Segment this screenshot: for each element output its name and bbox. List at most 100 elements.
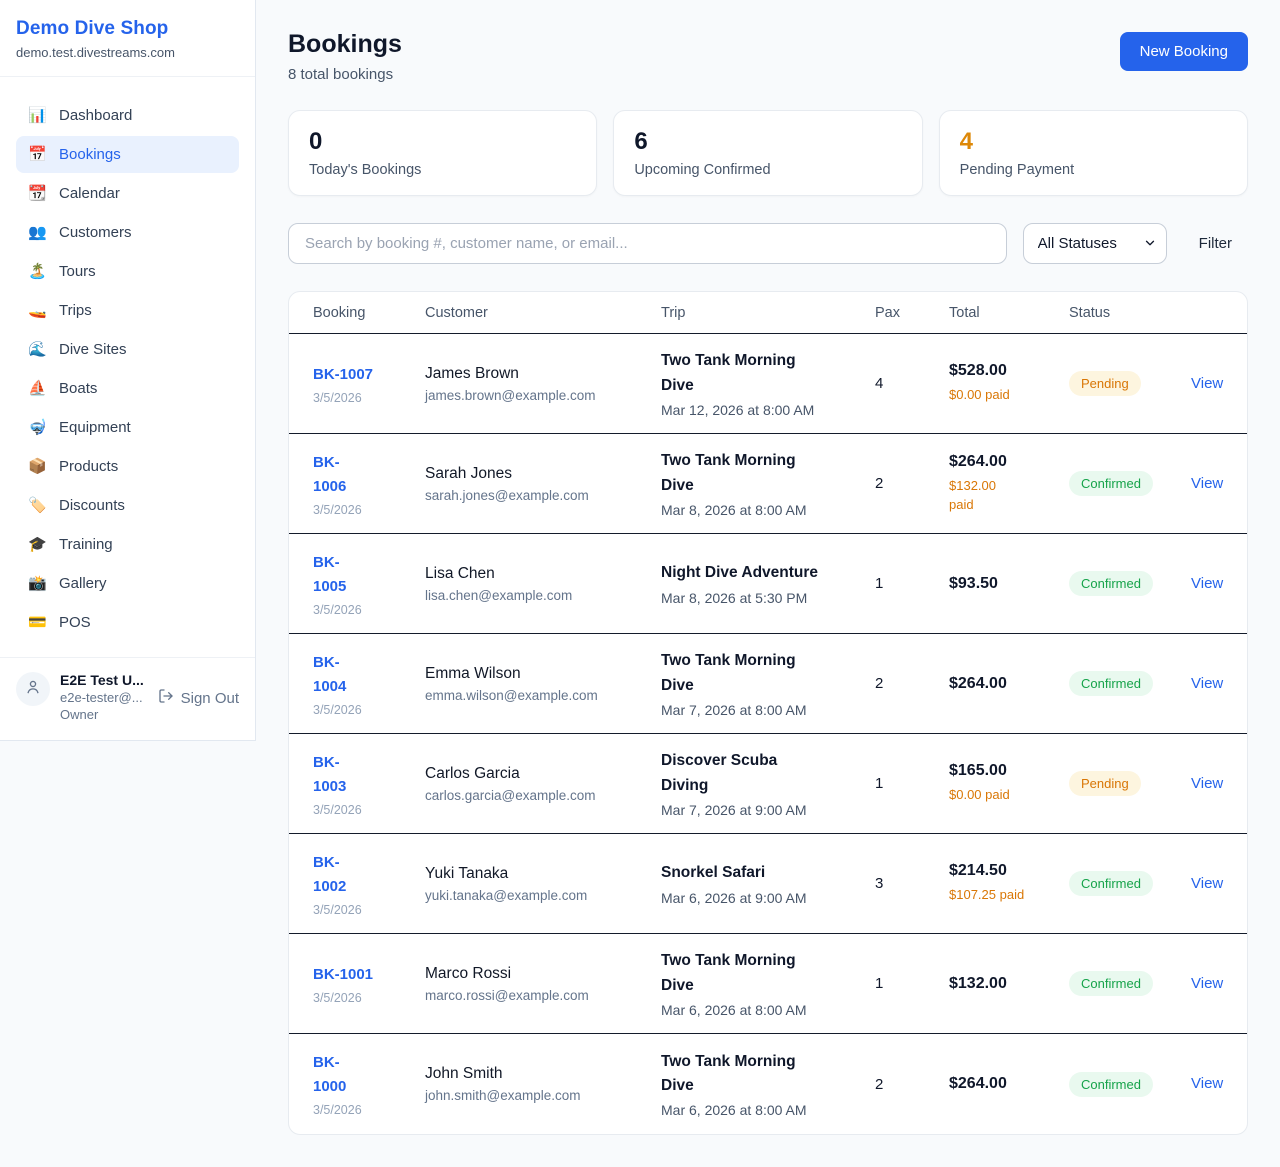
status-badge: Confirmed [1069, 871, 1153, 896]
stat-card: 6 Upcoming Confirmed [613, 110, 923, 196]
sidebar-item-trips[interactable]: 🚤 Trips [16, 292, 239, 329]
table-row: BK-1006 3/5/2026 Sarah Jones sarah.jones… [289, 434, 1247, 534]
pax-count: 1 [875, 775, 884, 792]
trip-name: Two Tank Morning Dive [661, 352, 796, 394]
graduation-cap-icon: 🎓 [28, 535, 47, 553]
status-filter-select[interactable]: All Statuses [1022, 223, 1167, 264]
trip-datetime: Mar 6, 2026 at 8:00 AM [661, 1001, 807, 1018]
customer-name: Marco Rossi [425, 964, 512, 982]
sidebar-item-dive-sites[interactable]: 🌊 Dive Sites [16, 331, 239, 368]
total-cell: $264.00 [949, 1075, 1069, 1093]
view-link[interactable]: View [1191, 874, 1224, 892]
booking-date: 3/5/2026 [313, 990, 362, 1005]
status-cell: Confirmed [1069, 571, 1191, 596]
total-cell: $93.50 [949, 575, 1069, 593]
actions-cell: View [1191, 1075, 1223, 1093]
stat-card: 0 Today's Bookings [288, 110, 598, 196]
sidebar-item-label: Customers [59, 224, 132, 241]
booking-id-link[interactable]: BK-1002 [313, 853, 347, 895]
stat-label: Pending Payment [959, 162, 1075, 178]
page-title-block: Bookings 8 total bookings [288, 30, 402, 83]
page-header: Bookings 8 total bookings New Booking [288, 30, 1248, 83]
booking-cell: BK-1002 3/5/2026 [313, 851, 425, 917]
table-header-row: Booking Customer Trip Pax Total Status [289, 292, 1247, 334]
booking-date: 3/5/2026 [313, 502, 362, 517]
search-input[interactable] [288, 223, 1007, 264]
trip-cell: Two Tank Morning Dive Mar 7, 2026 at 8:0… [661, 649, 875, 717]
pax-count: 1 [875, 975, 884, 992]
sidebar-item-label: Training [59, 536, 113, 553]
pax-count: 2 [875, 1075, 884, 1093]
view-link[interactable]: View [1191, 574, 1224, 592]
customer-email: yuki.tanaka@example.com [425, 887, 588, 903]
trip-datetime: Mar 6, 2026 at 9:00 AM [661, 889, 807, 906]
total-amount: $214.50 [949, 862, 1007, 880]
booking-id-link[interactable]: BK-1007 [313, 365, 374, 383]
trip-name: Two Tank Morning Dive [661, 452, 796, 494]
actions-cell: View [1191, 875, 1223, 893]
user-email: e2e-tester@... [60, 690, 143, 705]
people-icon: 👥 [28, 223, 47, 241]
booking-id-link[interactable]: BK-1004 [313, 653, 347, 695]
actions-cell: View [1191, 375, 1223, 393]
status-cell: Confirmed [1069, 971, 1191, 996]
sidebar-item-equipment[interactable]: 🤿 Equipment [16, 409, 239, 446]
view-link[interactable]: View [1191, 774, 1224, 792]
new-booking-button[interactable]: New Booking [1119, 32, 1248, 71]
speedboat-icon: 🚤 [28, 301, 47, 319]
table-row: BK-1003 3/5/2026 Carlos Garcia carlos.ga… [289, 734, 1247, 834]
sidebar-item-customers[interactable]: 👥 Customers [16, 214, 239, 251]
sidebar-item-gallery[interactable]: 📸 Gallery [16, 565, 239, 602]
total-amount: $132.00 [949, 974, 1007, 992]
filter-button[interactable]: Filter [1183, 235, 1248, 252]
sidebar-item-tours[interactable]: 🏝️ Tours [16, 253, 239, 290]
sign-out-label: Sign Out [180, 689, 239, 707]
view-link[interactable]: View [1191, 374, 1224, 392]
booking-id-link[interactable]: BK-1003 [313, 753, 347, 795]
sidebar-item-training[interactable]: 🎓 Training [16, 526, 239, 563]
sidebar-item-products[interactable]: 📦 Products [16, 448, 239, 485]
customer-email: marco.rossi@example.com [425, 987, 589, 1003]
table-body: BK-1007 3/5/2026 James Brown james.brown… [289, 334, 1247, 1134]
trip-name: Two Tank Morning Dive [661, 652, 796, 694]
booking-cell: BK-1005 3/5/2026 [313, 551, 425, 617]
status-badge: Confirmed [1069, 671, 1153, 696]
sidebar-item-calendar[interactable]: 📆 Calendar [16, 175, 239, 212]
view-link[interactable]: View [1191, 974, 1224, 992]
booking-id-link[interactable]: BK-1005 [313, 553, 347, 595]
pax-count: 2 [875, 675, 884, 692]
customer-name: Sarah Jones [425, 464, 513, 482]
sidebar-item-discounts[interactable]: 🏷️ Discounts [16, 487, 239, 524]
table-row: BK-1007 3/5/2026 James Brown james.brown… [289, 334, 1247, 434]
actions-cell: View [1191, 675, 1223, 693]
sidebar-item-label: Calendar [59, 185, 120, 202]
sidebar-item-boats[interactable]: ⛵ Boats [16, 370, 239, 407]
trip-cell: Two Tank Morning Dive Mar 8, 2026 at 8:0… [661, 449, 875, 517]
booking-id-link[interactable]: BK-1006 [313, 453, 347, 495]
sidebar-item-bookings[interactable]: 📅 Bookings [16, 136, 239, 173]
trip-datetime: Mar 8, 2026 at 5:30 PM [661, 589, 808, 606]
status-badge: Confirmed [1069, 571, 1153, 596]
customer-email: emma.wilson@example.com [425, 687, 598, 703]
view-link[interactable]: View [1191, 474, 1224, 492]
booking-cell: BK-1004 3/5/2026 [313, 651, 425, 717]
total-cell: $264.00 [949, 675, 1069, 693]
logout-icon [158, 688, 174, 708]
sidebar-item-pos[interactable]: 💳 POS [16, 604, 239, 641]
bookings-table: Booking Customer Trip Pax Total Status B… [288, 291, 1248, 1135]
trip-name: Two Tank Morning Dive [661, 1052, 796, 1094]
trip-cell: Two Tank Morning Dive Mar 12, 2026 at 8:… [661, 349, 875, 417]
view-link[interactable]: View [1191, 1075, 1224, 1092]
trip-cell: Night Dive Adventure Mar 8, 2026 at 5:30… [661, 561, 875, 605]
booking-id-link[interactable]: BK-1001 [313, 965, 374, 983]
sign-out-button[interactable]: Sign Out [158, 688, 239, 708]
trip-name: Discover Scuba Diving [661, 752, 778, 794]
column-header-customer: Customer [425, 304, 488, 321]
total-amount: $264.00 [949, 452, 1007, 470]
sidebar-item-dashboard[interactable]: 📊 Dashboard [16, 97, 239, 134]
booking-id-link[interactable]: BK-1000 [313, 1054, 347, 1095]
customer-cell: Lisa Chen lisa.chen@example.com [425, 565, 661, 603]
sidebar: Demo Dive Shop demo.test.divestreams.com… [0, 0, 256, 741]
view-link[interactable]: View [1191, 674, 1224, 692]
shop-name: Demo Dive Shop [16, 18, 169, 39]
